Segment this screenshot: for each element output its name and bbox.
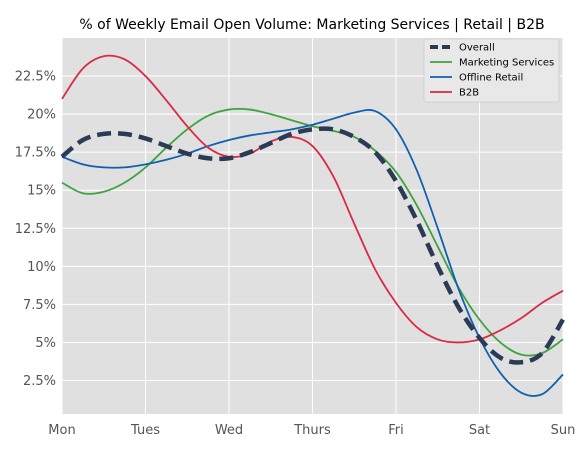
x-axis-ticks: Mon Tues Wed Thurs Fri Sat Sun	[48, 423, 575, 438]
x-tick-label: Sat	[469, 423, 490, 438]
y-tick-label: 15%	[27, 184, 56, 199]
legend-label: Overall	[459, 43, 495, 54]
x-tick-label: Wed	[215, 423, 243, 438]
legend: Overall Marketing Services Offline Retail B…	[423, 38, 560, 103]
legend-label: Marketing Services	[459, 58, 554, 69]
y-tick-label: 7.5%	[23, 298, 56, 313]
x-tick-label: Sun	[551, 423, 576, 438]
x-tick-label: Thurs	[293, 423, 331, 438]
y-tick-label: 17.5%	[15, 146, 56, 161]
legend-label: Offline Retail	[459, 73, 523, 84]
y-tick-label: 20%	[27, 108, 56, 123]
y-tick-label: 2.5%	[23, 374, 56, 389]
y-tick-label: 5%	[35, 336, 56, 351]
x-tick-label: Fri	[388, 423, 404, 438]
x-tick-label: Tues	[130, 423, 160, 438]
x-tick-label: Mon	[48, 423, 75, 438]
legend-box	[423, 38, 560, 103]
y-tick-label: 10%	[27, 260, 56, 275]
y-axis-ticks: 2.5% 5% 7.5% 10% 12.5% 15% 17.5% 20% 22.5%	[15, 70, 56, 389]
y-tick-label: 12.5%	[15, 222, 56, 237]
y-tick-label: 22.5%	[15, 70, 56, 85]
series-lines	[60, 54, 565, 397]
chart-title: % of Weekly Email Open Volume: Marketing…	[79, 17, 544, 33]
series-line-marketing-services	[61, 107, 564, 357]
legend-label: B2B	[459, 88, 479, 99]
series-line-overall	[60, 126, 565, 365]
